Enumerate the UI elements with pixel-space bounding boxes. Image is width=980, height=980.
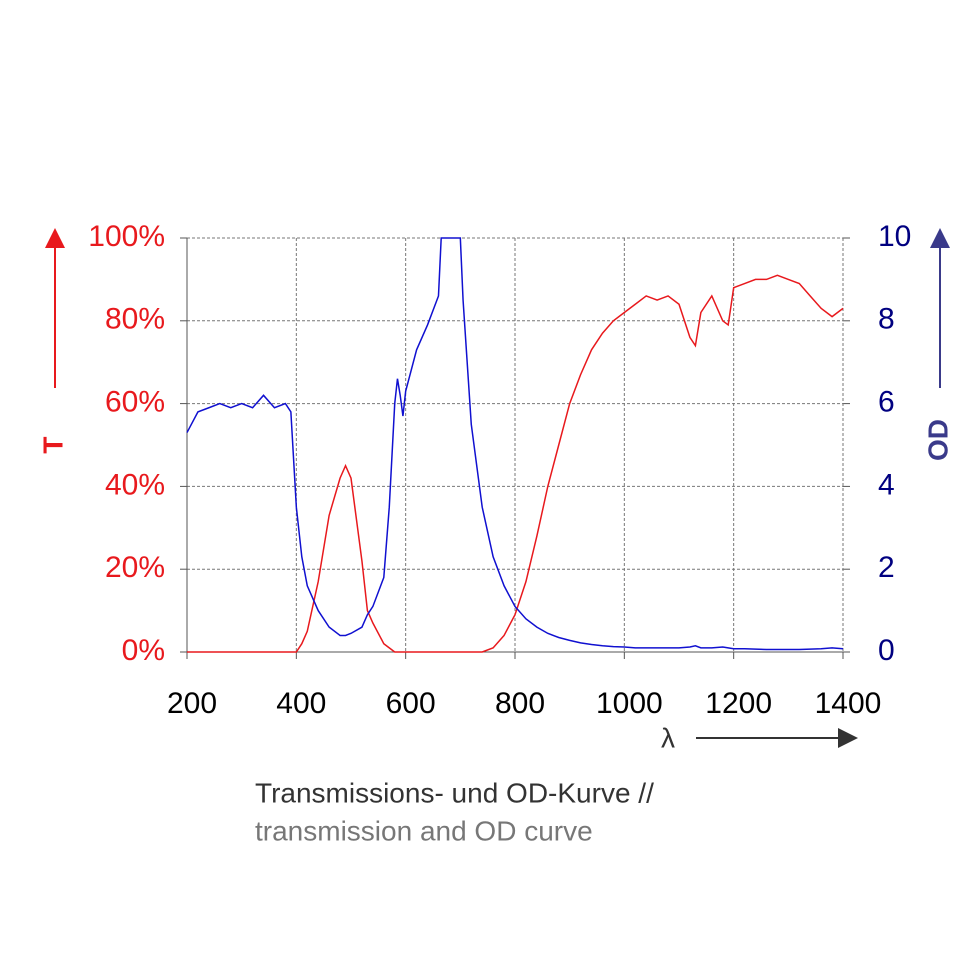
y2-tick-label: 0 xyxy=(878,634,895,667)
y2-tick-label: 10 xyxy=(878,220,911,253)
y2-tick-label: 2 xyxy=(878,551,895,584)
y-tick-label: 40% xyxy=(105,468,165,501)
x-axis-title: λ xyxy=(661,722,675,753)
x-tick-label: 200 xyxy=(167,687,217,720)
x-tick-label: 800 xyxy=(495,687,545,720)
x-tick-label: 1000 xyxy=(596,687,663,720)
caption: transmission and OD curve xyxy=(255,815,593,846)
series-line xyxy=(186,237,844,651)
y-tick-label: 0% xyxy=(122,634,165,667)
y-tick-label: 100% xyxy=(88,220,165,253)
y2-tick-label: 6 xyxy=(878,386,895,419)
y2-tick-label: 8 xyxy=(878,303,895,336)
y2-tick-label: 4 xyxy=(878,468,895,501)
y-tick-label: 20% xyxy=(105,551,165,584)
caption: Transmissions- und OD-Kurve // xyxy=(255,777,654,808)
y-tick-label: 60% xyxy=(105,386,165,419)
x-tick-label: 1400 xyxy=(815,687,882,720)
y-axis-title: T xyxy=(37,436,68,453)
x-tick-label: 600 xyxy=(386,687,436,720)
x-tick-label: 1200 xyxy=(705,687,772,720)
series-line xyxy=(187,274,844,653)
x-tick-label: 400 xyxy=(276,687,326,720)
y-tick-label: 80% xyxy=(105,303,165,336)
y2-axis-title: OD xyxy=(922,419,953,461)
